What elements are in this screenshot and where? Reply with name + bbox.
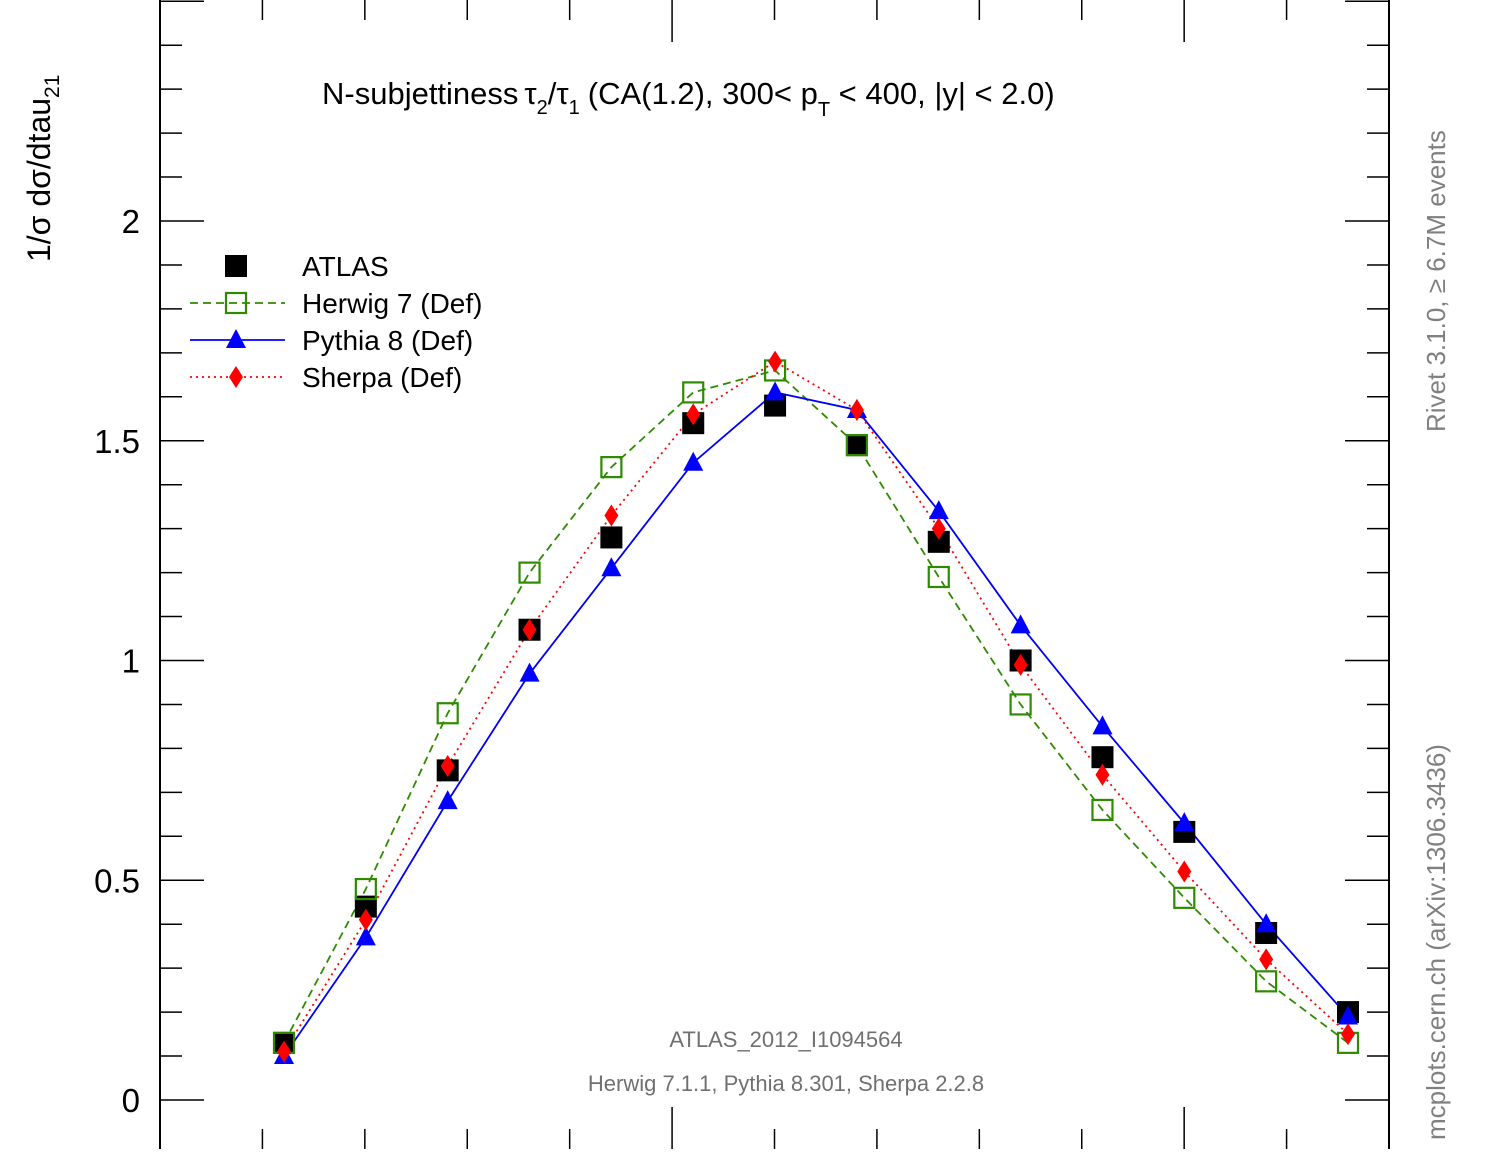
- legend-label: Sherpa (Def): [302, 362, 462, 393]
- legend-marker: [229, 366, 243, 388]
- title-tau2: τ: [524, 76, 536, 111]
- plot-frame: [159, 0, 1390, 1149]
- data-point-2-3: [519, 662, 540, 682]
- data-point-3-3: [522, 618, 537, 641]
- data-point-3-12: [1259, 948, 1274, 971]
- data-point-2-12: [1256, 913, 1277, 933]
- data-point-3-11: [1177, 860, 1192, 883]
- y-axis-label-sub: 21: [41, 75, 64, 98]
- data-point-3-0: [277, 1040, 291, 1063]
- side-label-rivet: Rivet 3.1.0, ≥ 6.7M events: [1421, 130, 1451, 432]
- data-point-3-8: [931, 517, 946, 540]
- data-point-1-12: [1255, 970, 1278, 993]
- annotation-analysis: ATLAS_2012_I1094564: [669, 1027, 902, 1052]
- data-point-1-3: [518, 561, 541, 584]
- series-line-3: [283, 360, 1349, 1053]
- series-line-2: [283, 391, 1349, 1057]
- data-point-2-5: [683, 451, 704, 471]
- legend-label: Pythia 8 (Def): [302, 325, 473, 356]
- data-point-1-5: [682, 381, 705, 404]
- data-point-3-7: [849, 398, 864, 421]
- legend-label: Herwig 7 (Def): [302, 288, 482, 319]
- data-point-1-7: [845, 434, 869, 457]
- y-tick-label: 0: [122, 1082, 140, 1119]
- axis-ticks: 0 0.5 1 1.5 2: [94, 0, 1390, 1149]
- data-point-0-10: [1091, 746, 1114, 769]
- data-point-2-10: [1092, 715, 1113, 735]
- title-tail: (CA(1.2), 300< p: [588, 76, 818, 111]
- legend-marker: [224, 291, 248, 315]
- annotation-generators: Herwig 7.1.1, Pythia 8.301, Sherpa 2.2.8: [588, 1071, 984, 1096]
- data-point-1-9: [1009, 693, 1032, 716]
- y-tick-label: 2: [122, 203, 140, 240]
- data-point-3-5: [686, 403, 701, 426]
- data-point-1-4: [600, 456, 623, 479]
- chart-title: N-subjettiness τ2/τ1 (CA(1.2), 300< pT < 4…: [322, 76, 1055, 121]
- data-point-2-2: [437, 790, 458, 810]
- data-point-2-13: [1338, 1005, 1358, 1025]
- title-sub-t: T: [818, 99, 830, 121]
- title-main: N-subjettiness: [322, 76, 518, 111]
- data-point-2-4: [601, 557, 622, 577]
- data-point-1-11: [1173, 886, 1196, 909]
- y-axis-label-main: 1/σ dσ/dtau: [21, 98, 57, 262]
- data-point-1-2: [436, 702, 459, 725]
- legend-marker: [226, 329, 246, 348]
- series-line-1: [283, 369, 1349, 1044]
- title-tau1: τ: [556, 76, 568, 111]
- legend-marker: [225, 255, 247, 277]
- title-sub1: 1: [569, 97, 580, 119]
- data-point-1-10: [1091, 798, 1114, 822]
- data-point-2-1: [355, 926, 376, 946]
- title-slash: /: [548, 76, 557, 111]
- legend-label: ATLAS: [302, 251, 389, 282]
- title-tail2: < 400, |y| < 2.0): [830, 76, 1055, 111]
- data-point-0-1: [354, 895, 377, 918]
- data-point-3-2: [440, 754, 455, 777]
- data-point-2-11: [1174, 812, 1195, 832]
- data-point-3-6: [768, 350, 783, 373]
- data-point-2-9: [1010, 614, 1031, 634]
- data-point-2-6: [765, 381, 786, 401]
- data-point-1-8: [927, 565, 950, 589]
- data-point-3-1: [358, 908, 373, 931]
- side-label-mcplots: mcplots.cern.ch (arXiv:1306.3436): [1421, 744, 1451, 1140]
- data-point-1-1: [354, 877, 377, 901]
- data-point-0-8: [927, 530, 950, 553]
- data-point-3-13: [1341, 1023, 1355, 1046]
- y-tick-label: 1.5: [94, 423, 140, 460]
- data-point-3-10: [1095, 763, 1110, 786]
- data-point-0-4: [600, 526, 623, 549]
- legend: ATLAS Herwig 7 (Def) Pythia 8 (Def) Sherpa …: [190, 251, 482, 393]
- data-point-2-8: [928, 500, 949, 520]
- y-axis-label: 1/σ dσ/dtau21: [21, 75, 64, 262]
- title-sub2: 2: [537, 97, 548, 119]
- data-point-3-9: [1013, 653, 1028, 676]
- data-point-0-7: [845, 434, 868, 457]
- y-tick-label: 1: [122, 643, 140, 680]
- series-lines: [283, 360, 1349, 1057]
- y-tick-label: 0.5: [94, 862, 140, 899]
- series-markers: [272, 350, 1360, 1065]
- data-point-3-4: [604, 504, 619, 527]
